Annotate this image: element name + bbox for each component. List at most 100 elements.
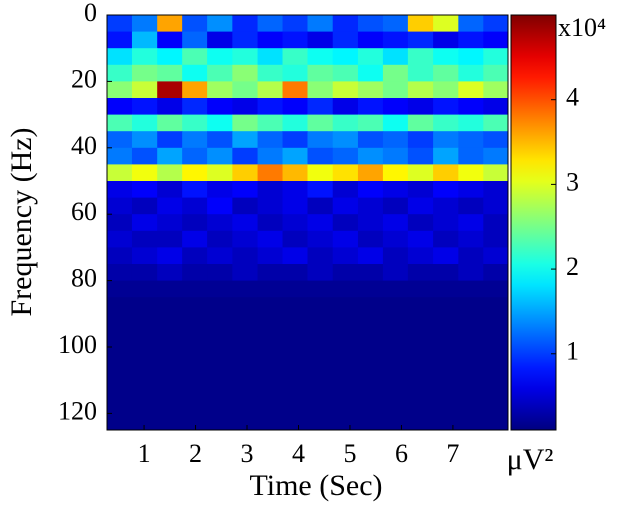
heatmap-cell <box>182 280 208 298</box>
heatmap-cell <box>332 347 359 365</box>
heatmap-cell <box>483 131 509 149</box>
heatmap-cell <box>332 164 359 182</box>
heatmap-cell <box>483 347 509 365</box>
heatmap-cell <box>332 330 359 348</box>
heatmap-cell <box>232 81 259 99</box>
heatmap-cell <box>382 131 409 149</box>
heatmap-cell <box>182 181 208 199</box>
y-tick-label: 40 <box>71 131 97 160</box>
heatmap-cell <box>332 264 359 282</box>
heatmap-cell <box>307 264 334 282</box>
heatmap-cell <box>357 64 384 82</box>
colorbar <box>510 14 557 431</box>
heatmap-cell <box>182 313 208 331</box>
heatmap-cell <box>157 413 183 431</box>
heatmap-cell <box>382 264 409 282</box>
heatmap-cell <box>257 413 284 431</box>
x-tick-label: 2 <box>189 439 202 468</box>
heatmap-cell <box>307 297 334 315</box>
heatmap-cell <box>182 31 208 49</box>
heatmap-cell <box>407 396 434 414</box>
heatmap-cell <box>107 48 133 66</box>
heatmap-cell <box>232 214 259 232</box>
heatmap-cell <box>332 297 359 315</box>
heatmap-cell <box>332 114 359 132</box>
heatmap-cell <box>257 313 284 331</box>
heatmap-cell <box>282 81 308 99</box>
heatmap-cell <box>257 247 284 265</box>
heatmap-cell <box>332 31 359 49</box>
heatmap-cell <box>458 363 484 381</box>
heatmap-cell <box>232 396 259 414</box>
heatmap-cell <box>282 197 308 215</box>
heatmap-cell <box>282 131 308 149</box>
x-tick-label: 7 <box>446 439 459 468</box>
heatmap-cell <box>483 230 509 248</box>
heatmap-cell <box>357 15 384 33</box>
heatmap-cell <box>232 413 259 431</box>
heatmap-cell <box>157 330 183 348</box>
heatmap-cell <box>257 380 284 398</box>
heatmap-cell <box>483 164 509 182</box>
heatmap-cell <box>131 330 158 348</box>
heatmap-cell <box>282 313 308 331</box>
heatmap-cell <box>107 197 133 215</box>
heatmap-cell <box>282 48 308 66</box>
heatmap-cell <box>157 230 183 248</box>
heatmap-cell <box>307 81 334 99</box>
heatmap-cell <box>182 114 208 132</box>
heatmap-cell <box>131 31 158 49</box>
heatmap-cell <box>407 380 434 398</box>
heatmap-cell <box>332 214 359 232</box>
plot-frame <box>106 14 509 431</box>
heatmap-cell <box>232 297 259 315</box>
heatmap-cell <box>107 114 133 132</box>
heatmap-cell <box>157 297 183 315</box>
y-tick-label: 100 <box>58 330 97 359</box>
heatmap-cell <box>332 413 359 431</box>
heatmap-cell <box>257 197 284 215</box>
heatmap-cell <box>182 380 208 398</box>
heatmap-cell <box>207 247 233 265</box>
heatmap-cell <box>182 15 208 33</box>
heatmap-cell <box>407 247 434 265</box>
heatmap-cell <box>307 15 334 33</box>
heatmap-cell <box>182 247 208 265</box>
heatmap-cell <box>182 214 208 232</box>
heatmap-cell <box>332 380 359 398</box>
heatmap-cell <box>207 214 233 232</box>
heatmap-cell <box>182 347 208 365</box>
heatmap-cell <box>107 15 133 33</box>
heatmap-cell <box>483 363 509 381</box>
heatmap-cell <box>157 81 183 99</box>
heatmap-cell <box>458 264 484 282</box>
heatmap-cell <box>257 330 284 348</box>
heatmap-cell <box>307 164 334 182</box>
heatmap-cell <box>357 297 384 315</box>
x-tick-label: 6 <box>395 439 408 468</box>
colorbar-tick-label: 2 <box>566 252 579 281</box>
heatmap-cell <box>207 396 233 414</box>
heatmap-cell <box>458 347 484 365</box>
heatmap-cell <box>207 230 233 248</box>
heatmap-cell <box>157 197 183 215</box>
heatmap-cell <box>433 197 459 215</box>
heatmap-cell <box>433 31 459 49</box>
heatmap-cell <box>182 98 208 116</box>
heatmap-cell <box>207 363 233 381</box>
heatmap-cell <box>483 98 509 116</box>
colorbar-tick-label: 3 <box>566 167 579 196</box>
heatmap-cell <box>232 114 259 132</box>
heatmap-cell <box>483 48 509 66</box>
heatmap-cell <box>157 64 183 82</box>
heatmap-cell <box>207 313 233 331</box>
heatmap-cell <box>433 363 459 381</box>
heatmap-cell <box>483 313 509 331</box>
heatmap-cell <box>433 147 459 165</box>
heatmap-cell <box>307 347 334 365</box>
heatmap-cell <box>107 330 133 348</box>
heatmap-cell <box>433 81 459 99</box>
heatmap-cell <box>332 81 359 99</box>
heatmap-cell <box>307 380 334 398</box>
